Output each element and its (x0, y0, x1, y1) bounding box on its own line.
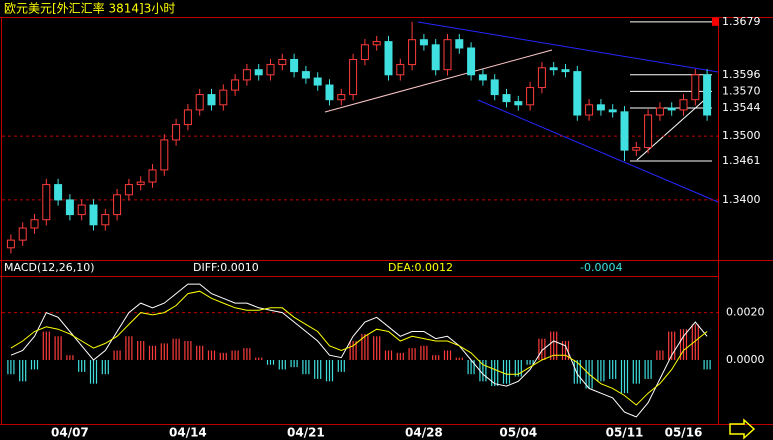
candle-body (136, 181, 145, 186)
candle-body (124, 184, 133, 196)
diff-line (10, 283, 708, 418)
candle-body (467, 47, 476, 76)
candle-body (419, 39, 428, 46)
candle-body (219, 89, 228, 106)
level-label: 1.3544 (722, 101, 761, 114)
dea-line (10, 290, 708, 406)
x-tick-label: 04/07 (51, 426, 89, 440)
candle-body (632, 147, 641, 151)
level-marker (712, 17, 719, 26)
candle-body (608, 109, 617, 113)
candle-body (54, 184, 63, 201)
candle-body (231, 79, 240, 91)
y-tick-label: 1.3500 (722, 129, 761, 142)
diff-label: DIFF:0.0010 (193, 261, 259, 274)
candle-body (596, 104, 605, 111)
candle-body (372, 41, 381, 46)
x-tick-label: 04/21 (287, 426, 325, 440)
candle-body (301, 71, 310, 79)
candle-body (502, 94, 511, 103)
candle-body (325, 84, 334, 101)
candle-body (148, 169, 157, 183)
candle-body (573, 71, 582, 116)
candle-body (490, 79, 499, 96)
window-title: 欧元美元[外汇汇率 3814]3小时 (4, 1, 175, 16)
candle-body (18, 227, 27, 241)
candle-body (6, 239, 15, 249)
next-button[interactable] (729, 418, 756, 440)
level-label: 1.3679 (722, 15, 761, 28)
x-tick-label: 05/11 (606, 426, 644, 440)
level-label: 1.3570 (722, 84, 761, 97)
candle-body (620, 111, 629, 151)
candle-body (585, 104, 594, 116)
y-tick-label: 0.0020 (726, 306, 765, 319)
candle-body (254, 69, 263, 76)
x-tick-label: 04/28 (405, 426, 443, 440)
candle-body (537, 67, 546, 89)
x-tick-label: 05/04 (499, 426, 537, 440)
level-label: 1.3596 (722, 68, 761, 81)
candle-body (89, 204, 98, 226)
candle-body (526, 87, 535, 106)
candle-body (667, 107, 676, 111)
candle-body (77, 204, 86, 216)
candle-body (384, 41, 393, 76)
candle-body (549, 67, 558, 71)
candle-body (290, 58, 299, 73)
x-tick-label: 04/14 (169, 426, 207, 440)
x-tick-label: 05/16 (665, 426, 703, 440)
candle-body (408, 39, 417, 66)
trend-line (417, 21, 719, 73)
trend-line (324, 49, 553, 113)
candle-body (431, 44, 440, 71)
candle-body (655, 107, 664, 116)
macd-title: MACD(12,26,10) (4, 261, 95, 274)
candle-body (703, 74, 712, 116)
candle-body (30, 219, 39, 229)
candle-body (443, 39, 452, 71)
candle-body (183, 109, 192, 126)
candle-body (478, 74, 487, 81)
candle-body (644, 114, 653, 149)
candle-body (360, 44, 369, 60)
candle-body (396, 64, 405, 76)
candle-body (101, 214, 110, 226)
candle-body (207, 94, 216, 106)
y-tick-label: 0.0000 (726, 353, 765, 366)
trend-line (477, 99, 719, 203)
candle-body (266, 64, 275, 76)
candle-body (42, 184, 51, 221)
candle-body (313, 77, 322, 86)
candle-body (160, 139, 169, 171)
candle-body (172, 124, 181, 141)
candle-body (514, 101, 523, 106)
candle-body (195, 94, 204, 111)
candle-body (691, 74, 700, 101)
candle-body (455, 39, 464, 49)
y-tick-label: 1.3400 (722, 193, 761, 206)
macd-value: -0.0004 (580, 261, 622, 274)
candle-body (349, 58, 358, 96)
candle-body (242, 69, 251, 81)
candle-body (679, 99, 688, 111)
trend-line (636, 94, 711, 161)
candle-body (278, 58, 287, 66)
candle-body (113, 194, 122, 216)
candle-body (561, 69, 570, 73)
dea-label: DEA:0.0012 (388, 261, 453, 274)
level-label: 1.3461 (722, 154, 761, 167)
candle-body (65, 199, 74, 216)
candle-body (337, 94, 346, 101)
